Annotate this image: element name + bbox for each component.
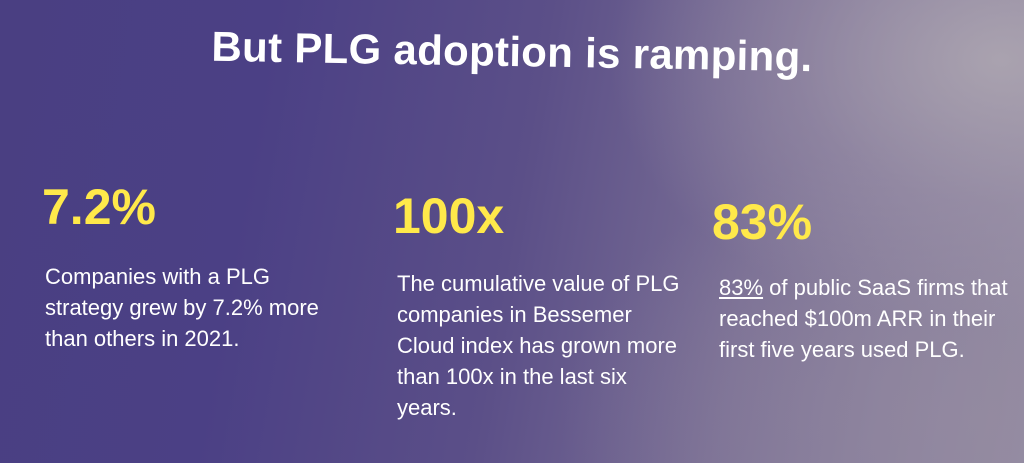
stat-value-growth: 7.2% — [42, 179, 156, 235]
stat-description-cumulative: The cumulative value of PLG companies in… — [397, 271, 680, 420]
stat-value-saas-firms: 83% — [712, 194, 813, 250]
stat-value-cumulative: 100x — [393, 188, 505, 244]
stat-description-emphasis: 83% — [719, 275, 764, 300]
stat-description-growth: Companies with a PLG strategy grew by 7.… — [45, 264, 319, 351]
stat-description-saas-firms: 83% of public SaaS firms that reached $1… — [719, 272, 1009, 365]
slide-title: But PLG adoption is ramping. — [211, 22, 813, 81]
stat-description-text: of public SaaS firms that reached $100m … — [719, 275, 1008, 362]
